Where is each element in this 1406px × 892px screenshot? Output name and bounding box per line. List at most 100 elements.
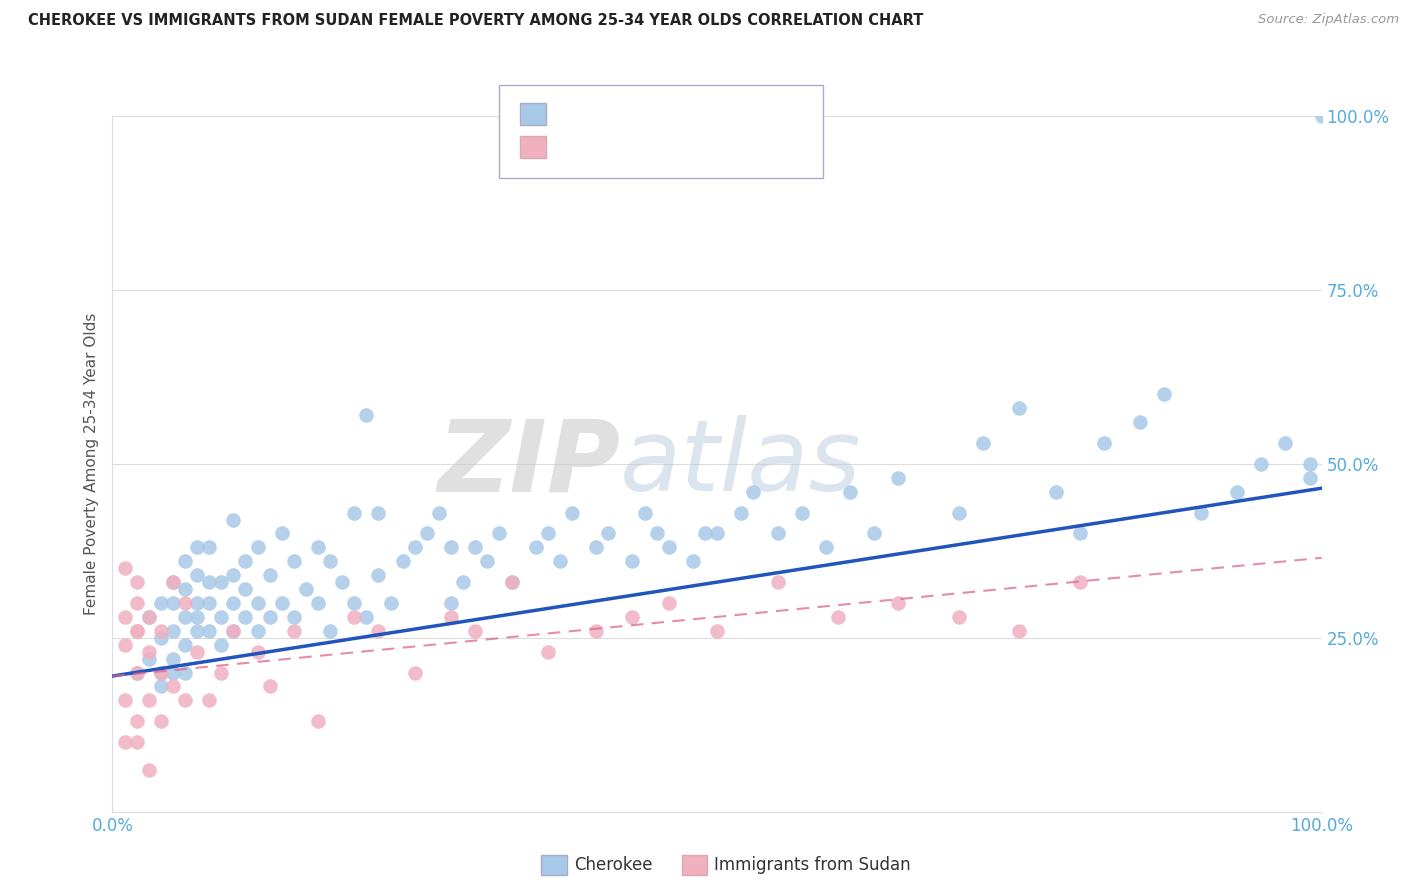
Point xyxy=(149,680,172,694)
Point xyxy=(766,575,789,590)
Point xyxy=(451,575,474,590)
Point xyxy=(125,665,148,680)
Point xyxy=(186,541,208,555)
Point xyxy=(1008,401,1031,416)
Point xyxy=(162,680,184,694)
Point xyxy=(162,665,184,680)
Text: Cherokee: Cherokee xyxy=(574,856,652,874)
Point xyxy=(186,624,208,638)
Point xyxy=(380,596,402,610)
Point xyxy=(149,665,172,680)
Point xyxy=(1274,436,1296,450)
Point xyxy=(658,541,681,555)
Point xyxy=(222,596,245,610)
Point xyxy=(1069,526,1091,541)
Point xyxy=(1153,387,1175,401)
Point xyxy=(222,512,245,526)
Point xyxy=(814,541,837,555)
Point xyxy=(209,575,232,590)
Point xyxy=(235,610,257,624)
Point xyxy=(501,575,523,590)
Point xyxy=(174,596,197,610)
Point xyxy=(174,665,197,680)
Point xyxy=(174,554,197,568)
Point xyxy=(114,561,136,575)
Point xyxy=(440,610,463,624)
Point xyxy=(730,506,752,520)
Point xyxy=(235,582,257,596)
Point xyxy=(283,624,305,638)
Point xyxy=(948,506,970,520)
Point xyxy=(149,665,172,680)
Point xyxy=(149,714,172,729)
Point xyxy=(1069,575,1091,590)
Point xyxy=(839,484,862,499)
Point xyxy=(585,624,607,638)
Point xyxy=(319,554,342,568)
Point xyxy=(1129,415,1152,429)
Point xyxy=(174,693,197,707)
Point xyxy=(125,735,148,749)
Point xyxy=(174,638,197,652)
Point xyxy=(887,596,910,610)
Point xyxy=(222,624,245,638)
Point xyxy=(658,596,681,610)
Point xyxy=(524,541,547,555)
Point xyxy=(1045,484,1067,499)
Point xyxy=(270,526,292,541)
Text: atlas: atlas xyxy=(620,416,862,512)
Point xyxy=(477,554,499,568)
Point xyxy=(440,596,463,610)
Point xyxy=(790,506,813,520)
Point xyxy=(246,624,269,638)
Point xyxy=(1092,436,1115,450)
Point xyxy=(693,526,716,541)
Point xyxy=(1298,471,1320,485)
Point xyxy=(356,408,378,422)
Point xyxy=(186,568,208,582)
Point xyxy=(621,610,644,624)
Y-axis label: Female Poverty Among 25-34 Year Olds: Female Poverty Among 25-34 Year Olds xyxy=(83,313,98,615)
Point xyxy=(621,554,644,568)
Point xyxy=(125,665,148,680)
Point xyxy=(863,526,886,541)
Point xyxy=(440,541,463,555)
Point xyxy=(295,582,318,596)
Point xyxy=(682,554,704,568)
Point xyxy=(162,651,184,665)
Point xyxy=(186,645,208,659)
Point xyxy=(138,610,160,624)
Point xyxy=(138,651,160,665)
Point xyxy=(633,506,655,520)
Point xyxy=(209,665,232,680)
Text: ZIP: ZIP xyxy=(437,416,620,512)
Point xyxy=(330,575,353,590)
Point xyxy=(948,610,970,624)
Point xyxy=(404,541,426,555)
Point xyxy=(1226,484,1249,499)
Point xyxy=(114,638,136,652)
Point xyxy=(198,624,221,638)
Point xyxy=(356,610,378,624)
Point xyxy=(548,554,571,568)
Text: Source: ZipAtlas.com: Source: ZipAtlas.com xyxy=(1258,13,1399,27)
Point xyxy=(343,506,366,520)
Point xyxy=(1298,457,1320,471)
Point xyxy=(209,638,232,652)
Point xyxy=(404,665,426,680)
Point xyxy=(391,554,413,568)
Point xyxy=(209,610,232,624)
Point xyxy=(1008,624,1031,638)
Point xyxy=(283,554,305,568)
Point xyxy=(174,610,197,624)
Point xyxy=(186,610,208,624)
Point xyxy=(319,624,342,638)
Point xyxy=(827,610,849,624)
Point xyxy=(887,471,910,485)
Point xyxy=(246,645,269,659)
Point xyxy=(501,575,523,590)
Point xyxy=(367,568,389,582)
Point xyxy=(149,596,172,610)
Point xyxy=(367,624,389,638)
Point xyxy=(259,568,281,582)
